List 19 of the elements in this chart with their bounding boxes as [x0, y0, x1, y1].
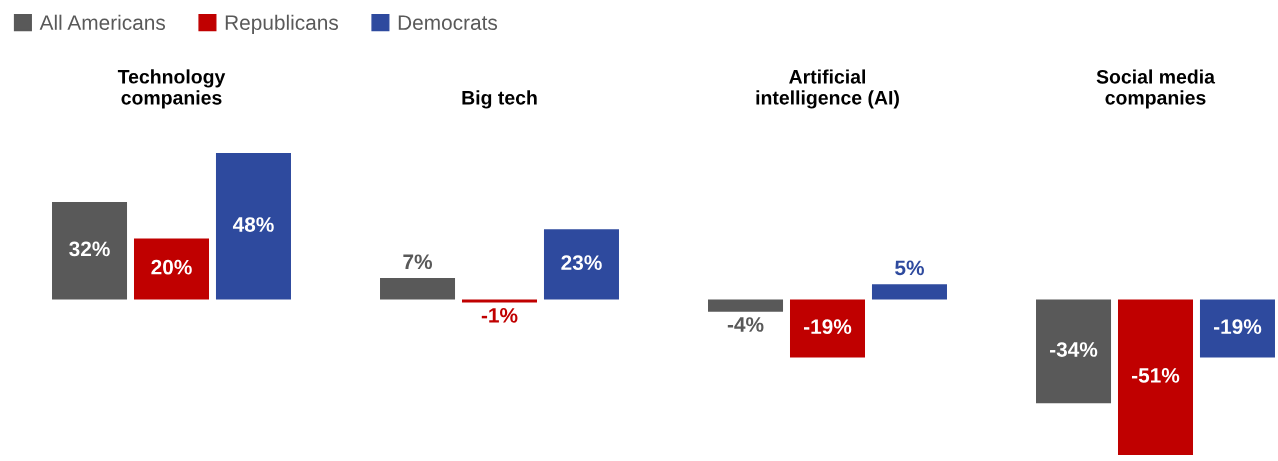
legend-label: All Americans — [39, 14, 166, 30]
legend-label: Republicans — [225, 14, 339, 35]
chart-title: Technology companies — [117, 69, 226, 109]
data-label: 48% — [232, 217, 274, 232]
data-label: 20% — [151, 259, 192, 275]
chart-title: Big tech — [462, 90, 537, 109]
chart-title: Artificial intelligence (AI) — [756, 69, 899, 109]
legend-label: Democrats — [398, 15, 498, 30]
data-label: 7% — [403, 254, 433, 270]
chart-title: Social media companies — [1096, 69, 1216, 109]
data-label: -19% — [804, 319, 852, 335]
data-label: -51% — [1132, 368, 1180, 383]
data-label: -4% — [727, 317, 764, 332]
data-label: 5% — [895, 260, 924, 276]
data-label: 23% — [561, 255, 602, 271]
data-label: -34% — [1050, 342, 1098, 357]
data-label: -19% — [1213, 319, 1262, 335]
data-label: -1% — [481, 308, 518, 323]
data-label: 32% — [69, 241, 110, 257]
